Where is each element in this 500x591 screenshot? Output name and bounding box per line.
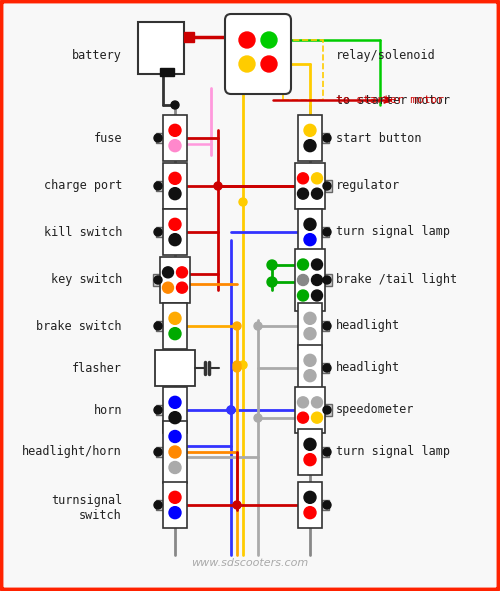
- Bar: [322, 500, 329, 510]
- Bar: [322, 133, 329, 143]
- Circle shape: [239, 56, 255, 72]
- Text: relay/solenoid: relay/solenoid: [336, 48, 436, 61]
- Text: horn: horn: [94, 404, 122, 417]
- Circle shape: [169, 506, 181, 519]
- Bar: [298, 429, 322, 475]
- Bar: [298, 209, 322, 255]
- Circle shape: [298, 397, 308, 408]
- Circle shape: [154, 276, 162, 284]
- Circle shape: [239, 361, 247, 369]
- Circle shape: [233, 364, 241, 372]
- Text: speedometer: speedometer: [336, 404, 414, 417]
- Circle shape: [323, 406, 331, 414]
- Circle shape: [239, 32, 255, 48]
- Circle shape: [162, 282, 173, 293]
- Circle shape: [233, 501, 241, 509]
- Text: brake switch: brake switch: [36, 320, 122, 333]
- Text: regulator: regulator: [336, 180, 400, 193]
- Bar: [295, 249, 325, 311]
- Circle shape: [323, 322, 331, 330]
- Circle shape: [154, 501, 162, 509]
- Circle shape: [267, 277, 277, 287]
- Circle shape: [154, 228, 162, 236]
- Circle shape: [227, 406, 235, 414]
- Bar: [298, 345, 322, 391]
- Circle shape: [298, 274, 308, 285]
- Circle shape: [171, 101, 179, 109]
- Circle shape: [169, 233, 181, 246]
- Circle shape: [154, 134, 162, 142]
- Bar: [155, 350, 195, 386]
- Circle shape: [323, 182, 331, 190]
- Circle shape: [176, 267, 188, 278]
- Circle shape: [304, 454, 316, 466]
- Circle shape: [304, 139, 316, 152]
- Bar: [298, 115, 322, 161]
- Circle shape: [298, 173, 308, 184]
- Circle shape: [169, 397, 181, 408]
- Text: turn signal lamp: turn signal lamp: [336, 446, 450, 459]
- Bar: [325, 180, 332, 192]
- Text: turnsignal
switch: turnsignal switch: [51, 494, 122, 522]
- Bar: [322, 321, 329, 331]
- Circle shape: [254, 322, 262, 330]
- Circle shape: [312, 397, 322, 408]
- Text: to starter motor: to starter motor: [336, 93, 450, 106]
- Circle shape: [154, 182, 162, 190]
- Circle shape: [169, 188, 181, 200]
- Circle shape: [267, 260, 277, 270]
- Circle shape: [169, 446, 181, 458]
- Circle shape: [323, 448, 331, 456]
- Text: headlight/horn: headlight/horn: [22, 446, 122, 459]
- Bar: [295, 387, 325, 433]
- Circle shape: [176, 282, 188, 293]
- Bar: [156, 227, 163, 237]
- Bar: [156, 321, 163, 331]
- Text: start button: start button: [336, 132, 422, 145]
- Bar: [156, 447, 163, 457]
- Bar: [163, 387, 187, 433]
- Bar: [295, 163, 325, 209]
- Text: flasher: flasher: [72, 362, 122, 375]
- Circle shape: [304, 355, 316, 366]
- Circle shape: [298, 412, 308, 423]
- Circle shape: [169, 430, 181, 443]
- Bar: [160, 257, 190, 303]
- Bar: [163, 421, 187, 483]
- Bar: [156, 133, 163, 143]
- Bar: [283, 40, 323, 100]
- Circle shape: [169, 491, 181, 504]
- Circle shape: [169, 462, 181, 473]
- Circle shape: [154, 406, 162, 414]
- Circle shape: [304, 369, 316, 382]
- Circle shape: [169, 218, 181, 230]
- Text: to starter motor: to starter motor: [336, 95, 444, 105]
- Circle shape: [304, 439, 316, 450]
- Circle shape: [323, 276, 331, 284]
- Circle shape: [227, 406, 235, 414]
- Circle shape: [298, 188, 308, 199]
- Bar: [322, 227, 329, 237]
- Bar: [138, 22, 184, 74]
- Circle shape: [304, 327, 316, 340]
- Bar: [156, 405, 163, 415]
- Circle shape: [323, 364, 331, 372]
- Bar: [325, 404, 332, 416]
- Circle shape: [298, 259, 308, 270]
- Bar: [298, 303, 322, 349]
- Circle shape: [261, 32, 277, 48]
- Circle shape: [239, 198, 247, 206]
- Bar: [322, 447, 329, 457]
- Bar: [298, 482, 322, 528]
- Circle shape: [304, 233, 316, 246]
- Circle shape: [169, 412, 181, 424]
- Text: brake /tail light: brake /tail light: [336, 274, 457, 287]
- Text: fuse: fuse: [94, 132, 122, 145]
- Bar: [163, 482, 187, 528]
- Circle shape: [312, 188, 322, 199]
- Bar: [322, 363, 329, 373]
- Bar: [163, 303, 187, 349]
- Circle shape: [312, 290, 322, 301]
- Text: headlight: headlight: [336, 362, 400, 375]
